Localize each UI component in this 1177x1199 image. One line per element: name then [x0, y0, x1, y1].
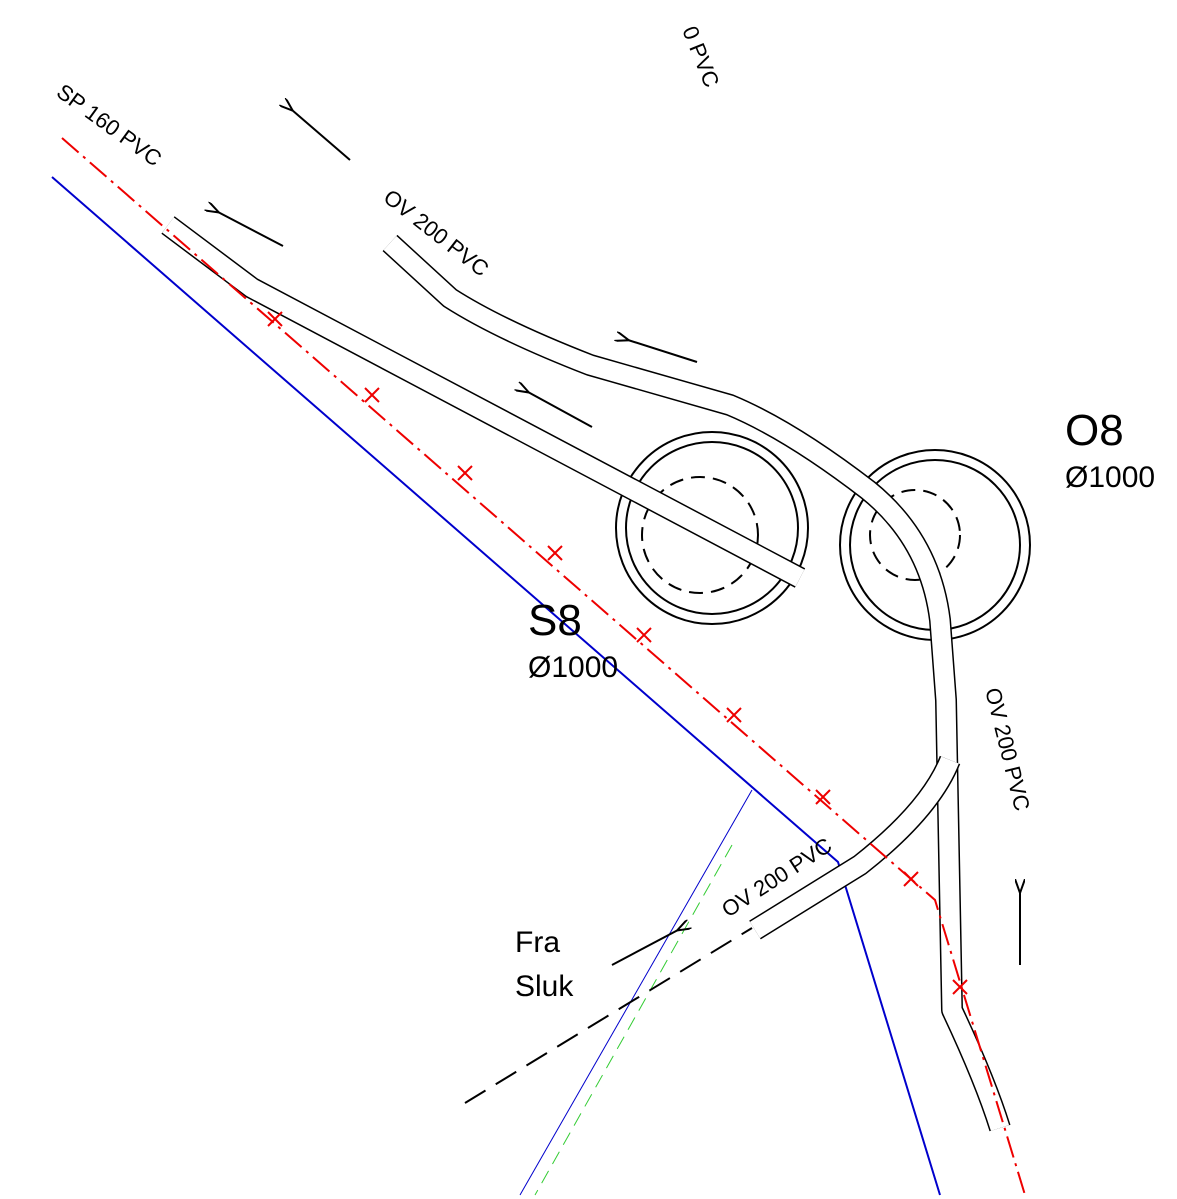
manhole-id: O8	[1065, 406, 1124, 455]
inlet-line	[465, 928, 752, 1103]
green-line	[535, 845, 732, 1195]
manhole-diameter: Ø1000	[1065, 461, 1155, 494]
pipe-label: SP 160 PVC	[52, 79, 166, 172]
drawing: 0 PVC SP 160 PVC OV 200 PVC OV 200 PVC O…	[0, 0, 1177, 1199]
pipe-label: 0 PVC	[677, 23, 724, 91]
manhole-id: S8	[528, 596, 582, 645]
inlet-label: Fra	[515, 926, 560, 959]
manhole-diameter: Ø1000	[528, 651, 618, 684]
pipe-label: OV 200 PVC	[980, 685, 1035, 813]
inlet-label: Sluk	[515, 970, 574, 1003]
pipe-label: OV 200 PVC	[379, 184, 494, 281]
